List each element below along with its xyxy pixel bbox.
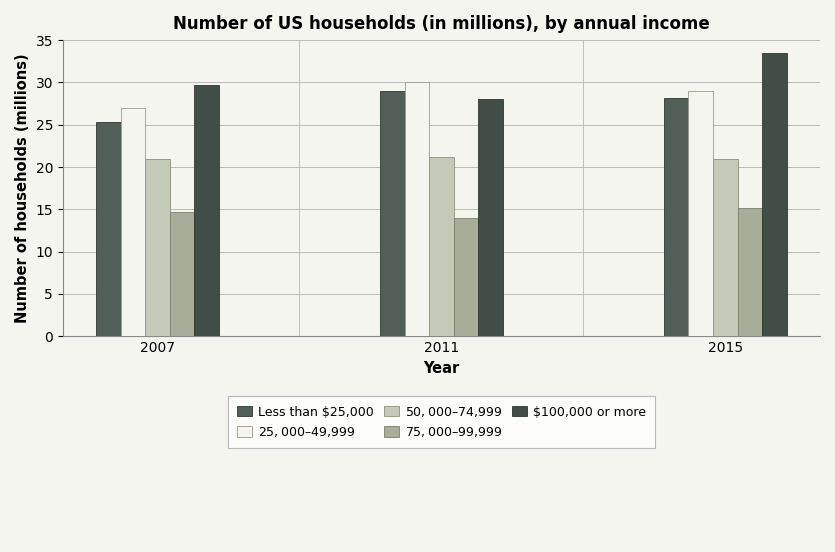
Y-axis label: Number of households (millions): Number of households (millions) — [15, 54, 30, 323]
Bar — [737, 208, 762, 336]
Bar — [170, 212, 195, 336]
Bar — [120, 108, 145, 336]
Bar — [195, 85, 219, 336]
Bar — [145, 158, 170, 336]
Bar — [96, 122, 120, 336]
Title: Number of US households (in millions), by annual income: Number of US households (in millions), b… — [173, 15, 710, 33]
X-axis label: Year: Year — [423, 360, 459, 376]
Bar — [688, 91, 713, 336]
Bar — [713, 158, 737, 336]
Bar — [762, 53, 787, 336]
Legend: Less than $25,000, $25,000–$49,999, $50,000–$74,999, $75,000–$99,999, $100,000 o: Less than $25,000, $25,000–$49,999, $50,… — [228, 396, 655, 448]
Bar — [453, 218, 478, 336]
Bar — [380, 91, 404, 336]
Bar — [429, 157, 453, 336]
Bar — [664, 98, 688, 336]
Bar — [404, 82, 429, 336]
Bar — [478, 99, 503, 336]
